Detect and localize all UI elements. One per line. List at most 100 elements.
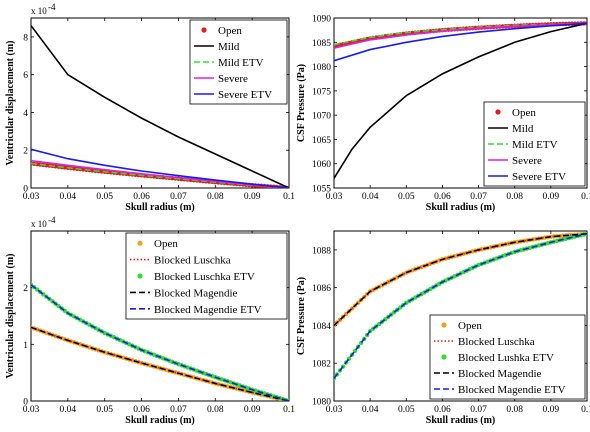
y-axis-label: CSF Pressure (Pa) xyxy=(296,64,307,142)
y-tick-label: 2 xyxy=(23,147,28,157)
y-tick-label: 0 xyxy=(23,398,28,408)
y-tick-label: 1084 xyxy=(312,322,331,332)
series-group xyxy=(334,231,587,381)
series-group xyxy=(334,21,587,179)
series-blocked-magendie xyxy=(334,233,587,327)
x-tick-label: 0.05 xyxy=(96,405,113,415)
x-tick-label: 0.05 xyxy=(398,405,415,415)
legend-label: Blocked Luschka xyxy=(458,336,535,348)
legend-label: Blocked Lushka ETV xyxy=(458,352,554,364)
series-mild xyxy=(31,25,289,188)
chart-panel-2: 0.03 0.04 0.05 0.06 0.07 0.08 0.09 0.1 1055 1060 1… xyxy=(296,15,590,214)
x-tick-label: 0.03 xyxy=(326,405,343,415)
legend-label: Open xyxy=(218,25,242,37)
y-tick-label: 1085 xyxy=(312,39,331,49)
x-tick-label: 0.08 xyxy=(207,405,224,415)
x-tick-label: 0.07 xyxy=(470,192,487,202)
legend-swatch xyxy=(495,109,501,115)
x-tick-label: 0.05 xyxy=(398,192,415,202)
series-blocked-magendie-etv xyxy=(334,233,587,379)
legend-label: Mild xyxy=(512,123,534,135)
series-severe-etv xyxy=(31,148,289,188)
x-tick-label: 0.04 xyxy=(60,405,77,415)
legend-box xyxy=(125,232,288,320)
x-tick-label: 0.08 xyxy=(207,192,224,202)
x-tick-label: 0.1 xyxy=(581,405,590,415)
y-axis-label: Ventricular displacement (m) xyxy=(5,254,16,379)
y-tick-label: 1080 xyxy=(312,398,331,408)
y-tick-label: 1088 xyxy=(312,246,331,256)
legend-label: Mild xyxy=(218,41,240,53)
series-blocked-magendie-etv xyxy=(31,284,289,401)
legend-label: Blocked Magendie ETV xyxy=(458,384,566,396)
y-axis-label: Ventricular displacement (m) xyxy=(5,41,16,166)
legend: Open Mild Mild ETV Severe Severe ETV xyxy=(483,101,586,187)
y-tick-label: 1090 xyxy=(312,15,331,25)
y-tick-label: 8 xyxy=(23,33,28,43)
x-axis-label: Skull radius (m) xyxy=(125,415,194,426)
legend-swatch xyxy=(137,273,143,279)
x-axis-label: Skull radius (m) xyxy=(125,202,194,213)
series-group xyxy=(31,282,289,401)
x-tick-label: 0.1 xyxy=(283,192,295,202)
legend-label: Open xyxy=(154,238,178,250)
y-tick-label: 6 xyxy=(23,71,28,81)
x-axis-label: Skull radius (m) xyxy=(426,202,495,213)
x-tick-label: 0.09 xyxy=(543,192,560,202)
y-tick-label: 1082 xyxy=(312,360,331,370)
y-axis-label: CSF Pressure (Pa) xyxy=(296,277,307,355)
legend-label: Mild ETV xyxy=(218,57,264,69)
x-tick-label: 0.09 xyxy=(244,405,261,415)
x-tick-label: 0.1 xyxy=(283,405,295,415)
x-tick-label: 0.06 xyxy=(434,192,451,202)
legend-label: Blocked Luschka xyxy=(154,255,231,267)
legend-label: Blocked Magendie xyxy=(458,368,542,380)
legend: Open Blocked Luschka Blocked Luschka ETV Bl… xyxy=(125,232,288,320)
x-tick-label: 0.03 xyxy=(23,192,40,202)
legend-label: Blocked Luschka ETV xyxy=(154,271,255,283)
x-tick-label: 0.09 xyxy=(543,405,560,415)
legend-swatch xyxy=(441,322,447,328)
y-tick-label: 1075 xyxy=(312,87,331,97)
legend-label: Severe ETV xyxy=(218,89,272,101)
y-tick-label: 4 xyxy=(23,109,28,119)
x-axis-label: Skull radius (m) xyxy=(426,415,495,426)
legend-label: Open xyxy=(458,320,482,332)
x-tick-label: 0.04 xyxy=(362,192,379,202)
y-tick-label: 1065 xyxy=(312,136,331,146)
legend-label: Severe xyxy=(512,155,542,167)
series-mild xyxy=(334,22,587,179)
legend: Open Blocked Luschka Blocked Lushka ETV Blo… xyxy=(429,314,586,400)
legend-label: Blocked Magendie ETV xyxy=(154,304,262,316)
x-tick-label: 0.07 xyxy=(170,192,187,202)
chart-panel-3: 0.03 0.04 0.05 0.06 0.07 0.08 0.09 0.1 0 1 2 Skull … xyxy=(5,215,295,426)
x-tick-label: 0.06 xyxy=(133,405,150,415)
y-tick-label: 1 xyxy=(23,341,28,351)
legend: Open Mild Mild ETV Severe Severe ETV xyxy=(189,19,288,105)
y-tick-label: 0 xyxy=(23,185,28,195)
x-tick-label: 0.05 xyxy=(96,192,113,202)
series-severe-etv xyxy=(334,22,587,62)
x-tick-label: 0.04 xyxy=(362,405,379,415)
legend-box xyxy=(429,314,586,400)
legend-label: Mild ETV xyxy=(512,139,558,151)
x-tick-label: 0.06 xyxy=(434,405,451,415)
x-tick-label: 0.09 xyxy=(244,192,261,202)
series-blocked-magendie xyxy=(31,326,289,401)
x-tick-label: 0.07 xyxy=(170,405,187,415)
y-tick-label: 1070 xyxy=(312,112,331,122)
y-exponent-label: x 10 xyxy=(31,219,47,229)
legend-label: Open xyxy=(512,107,536,119)
chart-panel-4: 0.03 0.04 0.05 0.06 0.07 0.08 0.09 0.1 1080 1082 1… xyxy=(296,230,590,426)
x-tick-label: 0.08 xyxy=(506,405,523,415)
legend-label: Blocked Magendie xyxy=(154,287,238,299)
y-exponent-power: -4 xyxy=(48,215,56,225)
series-group xyxy=(31,25,289,188)
legend-label: Severe ETV xyxy=(512,171,566,183)
series-severe xyxy=(334,22,587,49)
y-tick-label: 1060 xyxy=(312,160,331,170)
y-exponent-power: -4 xyxy=(48,2,56,12)
y-exponent-label: x 10 xyxy=(31,6,47,16)
x-tick-label: 0.03 xyxy=(326,192,343,202)
